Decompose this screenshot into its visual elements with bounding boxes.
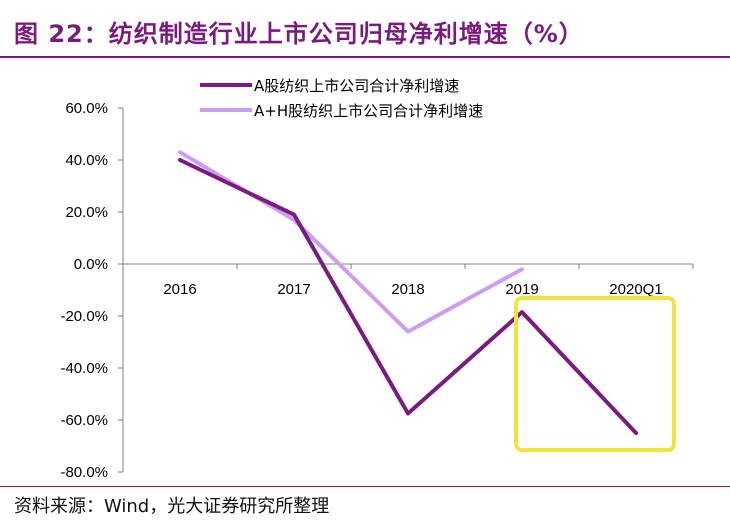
y-axis: 60.0% 40.0% 20.0% 0.0% -20.0% -40.0% -60.0% -80… [60, 100, 694, 481]
figure-title: 图 22：纺织制造行业上市公司归母净利增速（%） [14, 20, 584, 48]
x-tick-label: 2017 [277, 281, 310, 298]
legend: A股纺织上市公司合计净利增速 A+H股纺织上市公司合计净利增速 [200, 77, 483, 120]
series-line-a-h-share [178, 150, 524, 334]
y-tick-label: 60.0% [65, 100, 108, 117]
x-tick-label: 2020Q1 [609, 281, 662, 298]
highlight-box-2020q1 [514, 296, 676, 452]
y-tick-label: 40.0% [65, 152, 108, 169]
source-divider [0, 486, 730, 487]
x-tick-label: 2019 [505, 281, 538, 298]
x-tick-label: 2016 [163, 281, 196, 298]
y-tick-label: 20.0% [65, 204, 108, 221]
series-lines [178, 150, 638, 435]
title-divider [0, 56, 730, 58]
y-tick-label: -40.0% [60, 360, 108, 377]
y-tick-label: -60.0% [60, 412, 108, 429]
series-line-a-share [178, 158, 638, 435]
x-tick-label: 2018 [391, 281, 424, 298]
x-axis-tick-labels: 2016 2017 2018 2019 2020Q1 [163, 281, 662, 298]
y-tick-label: -80.0% [60, 464, 108, 481]
source-note: 资料来源：Wind，光大证券研究所整理 [14, 496, 330, 517]
y-tick-label: 0.0% [74, 256, 108, 273]
y-tick-label: -20.0% [60, 308, 108, 325]
growth-line-chart: 60.0% 40.0% 20.0% 0.0% -20.0% -40.0% -60.0% -80… [60, 77, 694, 481]
legend-label: A+H股纺织上市公司合计净利增速 [254, 102, 483, 120]
legend-label: A股纺织上市公司合计净利增速 [254, 77, 459, 95]
